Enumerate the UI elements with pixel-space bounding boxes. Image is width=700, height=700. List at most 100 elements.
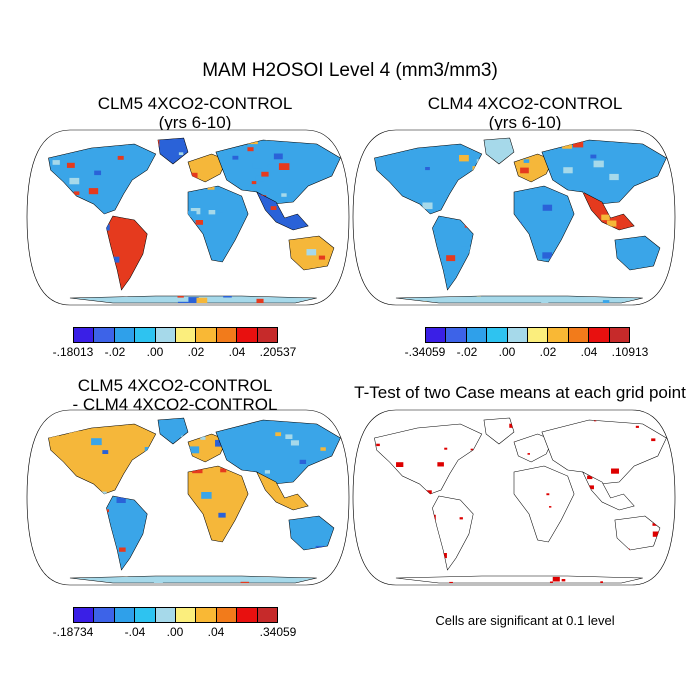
grid-cell: [188, 297, 199, 303]
grid-cell: [252, 162, 263, 169]
colorbar-swatch: [114, 328, 136, 342]
grid-cell: [247, 147, 254, 152]
significant-cell: [666, 562, 669, 564]
continent-asia: [541, 139, 667, 205]
grid-cell: [172, 145, 179, 150]
colorbar-swatch: [196, 328, 217, 342]
panel-2-tick-5: .04: [580, 345, 598, 359]
panel-1-tick-3: .00: [146, 345, 164, 359]
grid-cell: [218, 512, 226, 518]
continent-texture: [520, 159, 530, 174]
panel-1-tick-5: .04: [228, 345, 246, 359]
significant-cell: [561, 579, 566, 582]
significant-cell: [546, 493, 550, 496]
grid-cell: [188, 211, 197, 218]
colorbar-swatch: [176, 608, 197, 622]
panel-3-title-line2: - CLM4 4XCO2-CONTROL: [72, 395, 278, 414]
colorbar-swatch: [216, 608, 238, 622]
colorbar-swatch: [487, 328, 508, 342]
panel-3-tick-3: .00: [166, 625, 184, 639]
grid-cell: [590, 154, 597, 159]
panel-2-title-line1: CLM4 4XCO2-CONTROL: [427, 94, 623, 113]
continent-north-america: [48, 423, 157, 495]
significant-cell: [672, 559, 679, 564]
continent-texture: [306, 249, 326, 260]
significant-cell: [449, 581, 453, 583]
continent-texture: [449, 576, 603, 583]
panel-1-tick-2: -.02: [104, 345, 126, 359]
grid-cell: [572, 140, 584, 148]
continent-australia: [614, 515, 661, 551]
continent-greenland: [157, 137, 189, 165]
grid-cell: [320, 447, 326, 451]
colorbar-swatch: [216, 328, 238, 342]
grid-cell: [208, 210, 216, 215]
grid-cell: [422, 202, 433, 210]
grid-cell: [278, 163, 290, 170]
grid-cell: [267, 164, 274, 168]
significant-cell: [611, 468, 619, 474]
grid-cell: [520, 167, 529, 174]
grid-cell: [220, 468, 227, 473]
grid-cell: [52, 160, 60, 165]
colorbar-swatch: [114, 608, 136, 622]
grid-cell: [157, 140, 160, 147]
significant-cell: [674, 481, 680, 485]
continent-india-se-asia: [582, 191, 635, 231]
colorbar-swatch: [176, 328, 197, 342]
colorbar-swatch: [589, 328, 610, 342]
grid-cell: [273, 153, 283, 160]
colorbar-swatch: [426, 328, 447, 342]
colorbar-swatch: [466, 328, 488, 342]
colorbar-swatch: [237, 328, 258, 342]
panel-2-tick-4: .02: [539, 345, 557, 359]
grid-cell: [240, 581, 250, 583]
grid-cell: [106, 224, 110, 231]
grid-cell: [116, 497, 126, 503]
grid-cell: [285, 434, 293, 439]
grid-cell: [476, 296, 481, 297]
panel-2-tick-max: .10913: [611, 345, 649, 359]
significant-cell: [600, 581, 603, 583]
grid-cell: [188, 172, 198, 179]
colorbar-swatch: [74, 328, 95, 342]
panel-3-tick-min: -.18734: [52, 625, 94, 639]
significant-cell: [593, 420, 597, 422]
grid-cell: [264, 470, 271, 474]
continent-south-america: [432, 215, 474, 291]
colorbar-swatch: [155, 328, 177, 342]
panel-2-tick-2: -.02: [456, 345, 478, 359]
significant-cell: [652, 523, 657, 526]
significant-cell: [527, 453, 530, 455]
colorbar-swatch: [135, 608, 156, 622]
grid-cell: [542, 204, 553, 211]
continent-europe: [513, 433, 553, 463]
grid-cell: [435, 190, 441, 195]
panel-1-title-line2: (yrs 6-10): [158, 113, 232, 132]
grid-cell: [542, 252, 552, 259]
significant-cell: [509, 423, 515, 428]
grid-cell: [261, 171, 269, 177]
significant-cell: [552, 576, 560, 582]
continent-south-america: [106, 495, 148, 571]
grid-cell: [318, 255, 326, 260]
grid-cell: [88, 188, 99, 195]
panel-2-title: CLM4 4XCO2-CONTROL (yrs 6-10): [365, 94, 685, 132]
continent-greenland: [483, 137, 515, 165]
colorbar-swatch: [94, 608, 115, 622]
grid-cell: [290, 440, 299, 446]
panel-3-tick-4: .04: [207, 625, 225, 639]
significant-cell: [437, 462, 444, 467]
continent-australia: [288, 515, 335, 551]
grid-cell: [523, 159, 530, 163]
colorbar-swatch: [507, 328, 529, 342]
continent-asia: [215, 139, 341, 205]
colorbar-swatch: [196, 608, 217, 622]
significant-cell: [361, 425, 366, 428]
grid-cell: [66, 162, 75, 168]
grid-cell: [602, 300, 610, 303]
